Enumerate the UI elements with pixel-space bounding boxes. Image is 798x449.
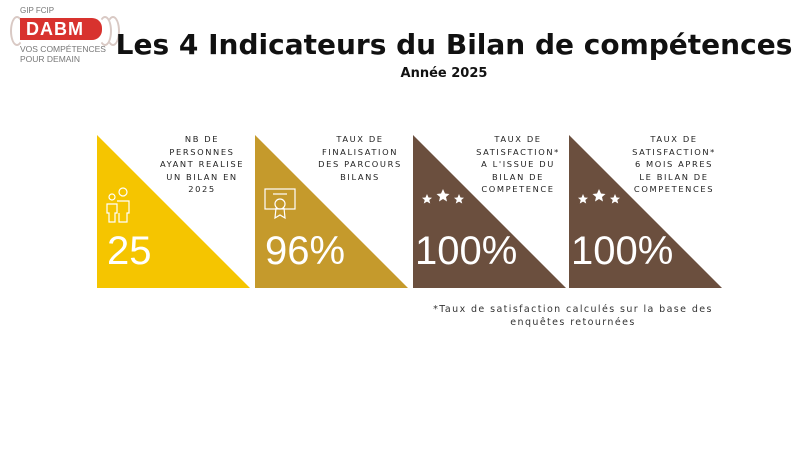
stars-icon — [422, 189, 464, 204]
logo-tagline: VOS COMPÉTENCES POUR DEMAIN — [20, 44, 106, 64]
stars-icon — [578, 189, 620, 204]
page-title: Les 4 Indicateurs du Bilan de compétence… — [115, 28, 793, 61]
people-icon — [106, 187, 130, 223]
logo-arc-right-2 — [106, 16, 120, 46]
indicator-card-finalisation: TAUX DE FINALISATION DES PARCOURS BILANS… — [255, 134, 408, 288]
indicator-value: 100% — [415, 229, 518, 273]
page-subtitle: Année 2025 — [400, 66, 488, 81]
certificate-icon — [264, 188, 296, 220]
indicator-card-satisfaction-6-months: TAUX DE SATISFACTION* 6 MOIS APRES LE BI… — [569, 134, 722, 288]
indicator-value: 25 — [107, 229, 152, 273]
indicator-card-satisfaction-end: TAUX DE SATISFACTION* A L'ISSUE DU BILAN… — [413, 134, 566, 288]
logo-brand: DABM — [26, 19, 84, 39]
tagline-line-2: POUR DEMAIN — [20, 54, 80, 64]
logo-arc-left — [10, 16, 24, 46]
indicator-label: TAUX DE SATISFACTION* A L'ISSUE DU BILAN… — [476, 134, 560, 194]
indicator-label: TAUX DE SATISFACTION* 6 MOIS APRES LE BI… — [632, 134, 716, 194]
tagline-line-1: VOS COMPÉTENCES — [20, 44, 106, 54]
logo-org: GIP FCIP — [20, 6, 55, 15]
indicator-card-people: NB DE PERSONNES AYANT REALISE UN BILAN E… — [97, 134, 250, 288]
logo-band — [20, 18, 102, 40]
indicator-value: 96% — [265, 229, 346, 273]
footnote: *Taux de satisfaction calculés sur la ba… — [433, 304, 713, 328]
indicator-label: TAUX DE FINALISATION DES PARCOURS BILANS — [318, 134, 402, 182]
indicator-value: 100% — [571, 229, 674, 273]
logo: GIP FCIP DABM VOS COMPÉTENCES POUR DEMAI… — [6, 4, 136, 74]
indicator-label: NB DE PERSONNES AYANT REALISE UN BILAN E… — [159, 134, 245, 194]
